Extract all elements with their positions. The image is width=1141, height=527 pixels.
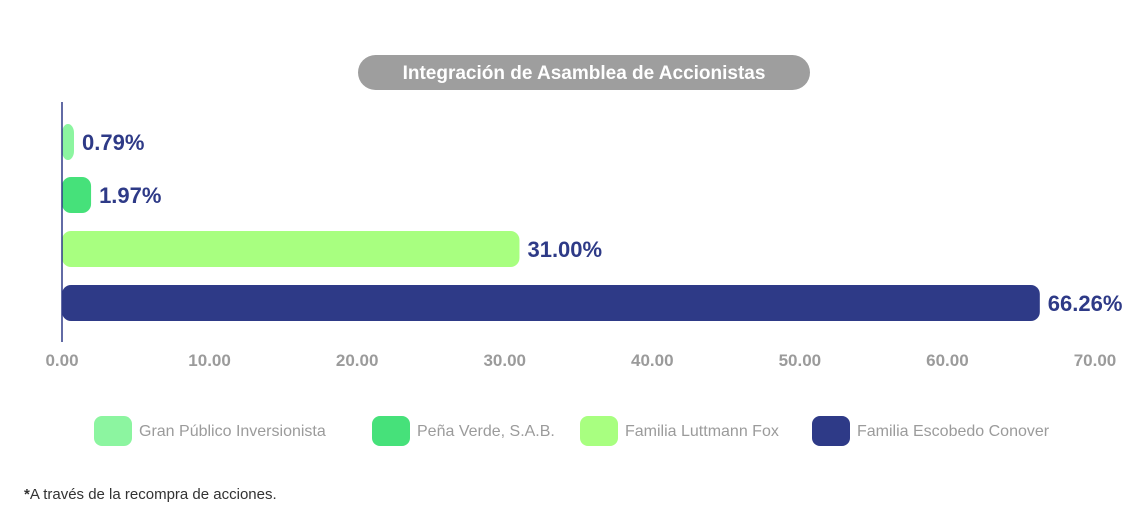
bar-value-label-3: 66.26% — [1048, 291, 1123, 316]
legend-swatch-0 — [94, 416, 132, 446]
x-tick-label-0: 0.00 — [45, 351, 78, 370]
bar-2 — [62, 231, 520, 267]
bar-value-label-1: 1.97% — [99, 183, 161, 208]
bar-value-label-2: 31.00% — [527, 237, 602, 262]
legend-label-2: Familia Luttmann Fox — [625, 423, 779, 440]
chart-title: Integración de Asamblea de Accionistas — [358, 55, 810, 90]
legend-swatch-2 — [580, 416, 618, 446]
legend-label-3: Familia Escobedo Conover — [857, 423, 1050, 440]
bars: 0.79% 1.97% 31.00% 66.26% — [62, 124, 1122, 321]
bar-1 — [62, 177, 92, 213]
x-tick-label-2: 20.00 — [336, 351, 379, 370]
x-tick-label-3: 30.00 — [483, 351, 526, 370]
footnote-star: * — [24, 486, 30, 503]
legend-label-1: Peña Verde, S.A.B. — [417, 423, 555, 440]
bar-0 — [62, 124, 74, 160]
x-tick-label-4: 40.00 — [631, 351, 674, 370]
x-tick-label-5: 50.00 — [779, 351, 822, 370]
x-tick-label-7: 70.00 — [1074, 351, 1117, 370]
legend-label-0: Gran Público Inversionista — [139, 423, 326, 440]
x-tick-label-1: 10.00 — [188, 351, 231, 370]
footnote: *A través de la recompra de acciones. — [24, 486, 277, 503]
legend-swatch-1 — [372, 416, 410, 446]
chart-title-text: Integración de Asamblea de Accionistas — [403, 63, 766, 84]
x-tick-label-6: 60.00 — [926, 351, 969, 370]
chart-title-pill — [358, 55, 810, 90]
legend-swatch-3 — [812, 416, 850, 446]
bar-value-label-0: 0.79% — [82, 130, 144, 155]
bar-3 — [62, 285, 1040, 321]
legend: Gran Público Inversionista Peña Verde, S.… — [94, 416, 1050, 446]
footnote-text: A través de la recompra de acciones. — [30, 486, 277, 503]
x-axis-ticks: 0.00 10.00 20.00 30.00 40.00 50.00 60.00 70.00 — [45, 351, 1116, 370]
